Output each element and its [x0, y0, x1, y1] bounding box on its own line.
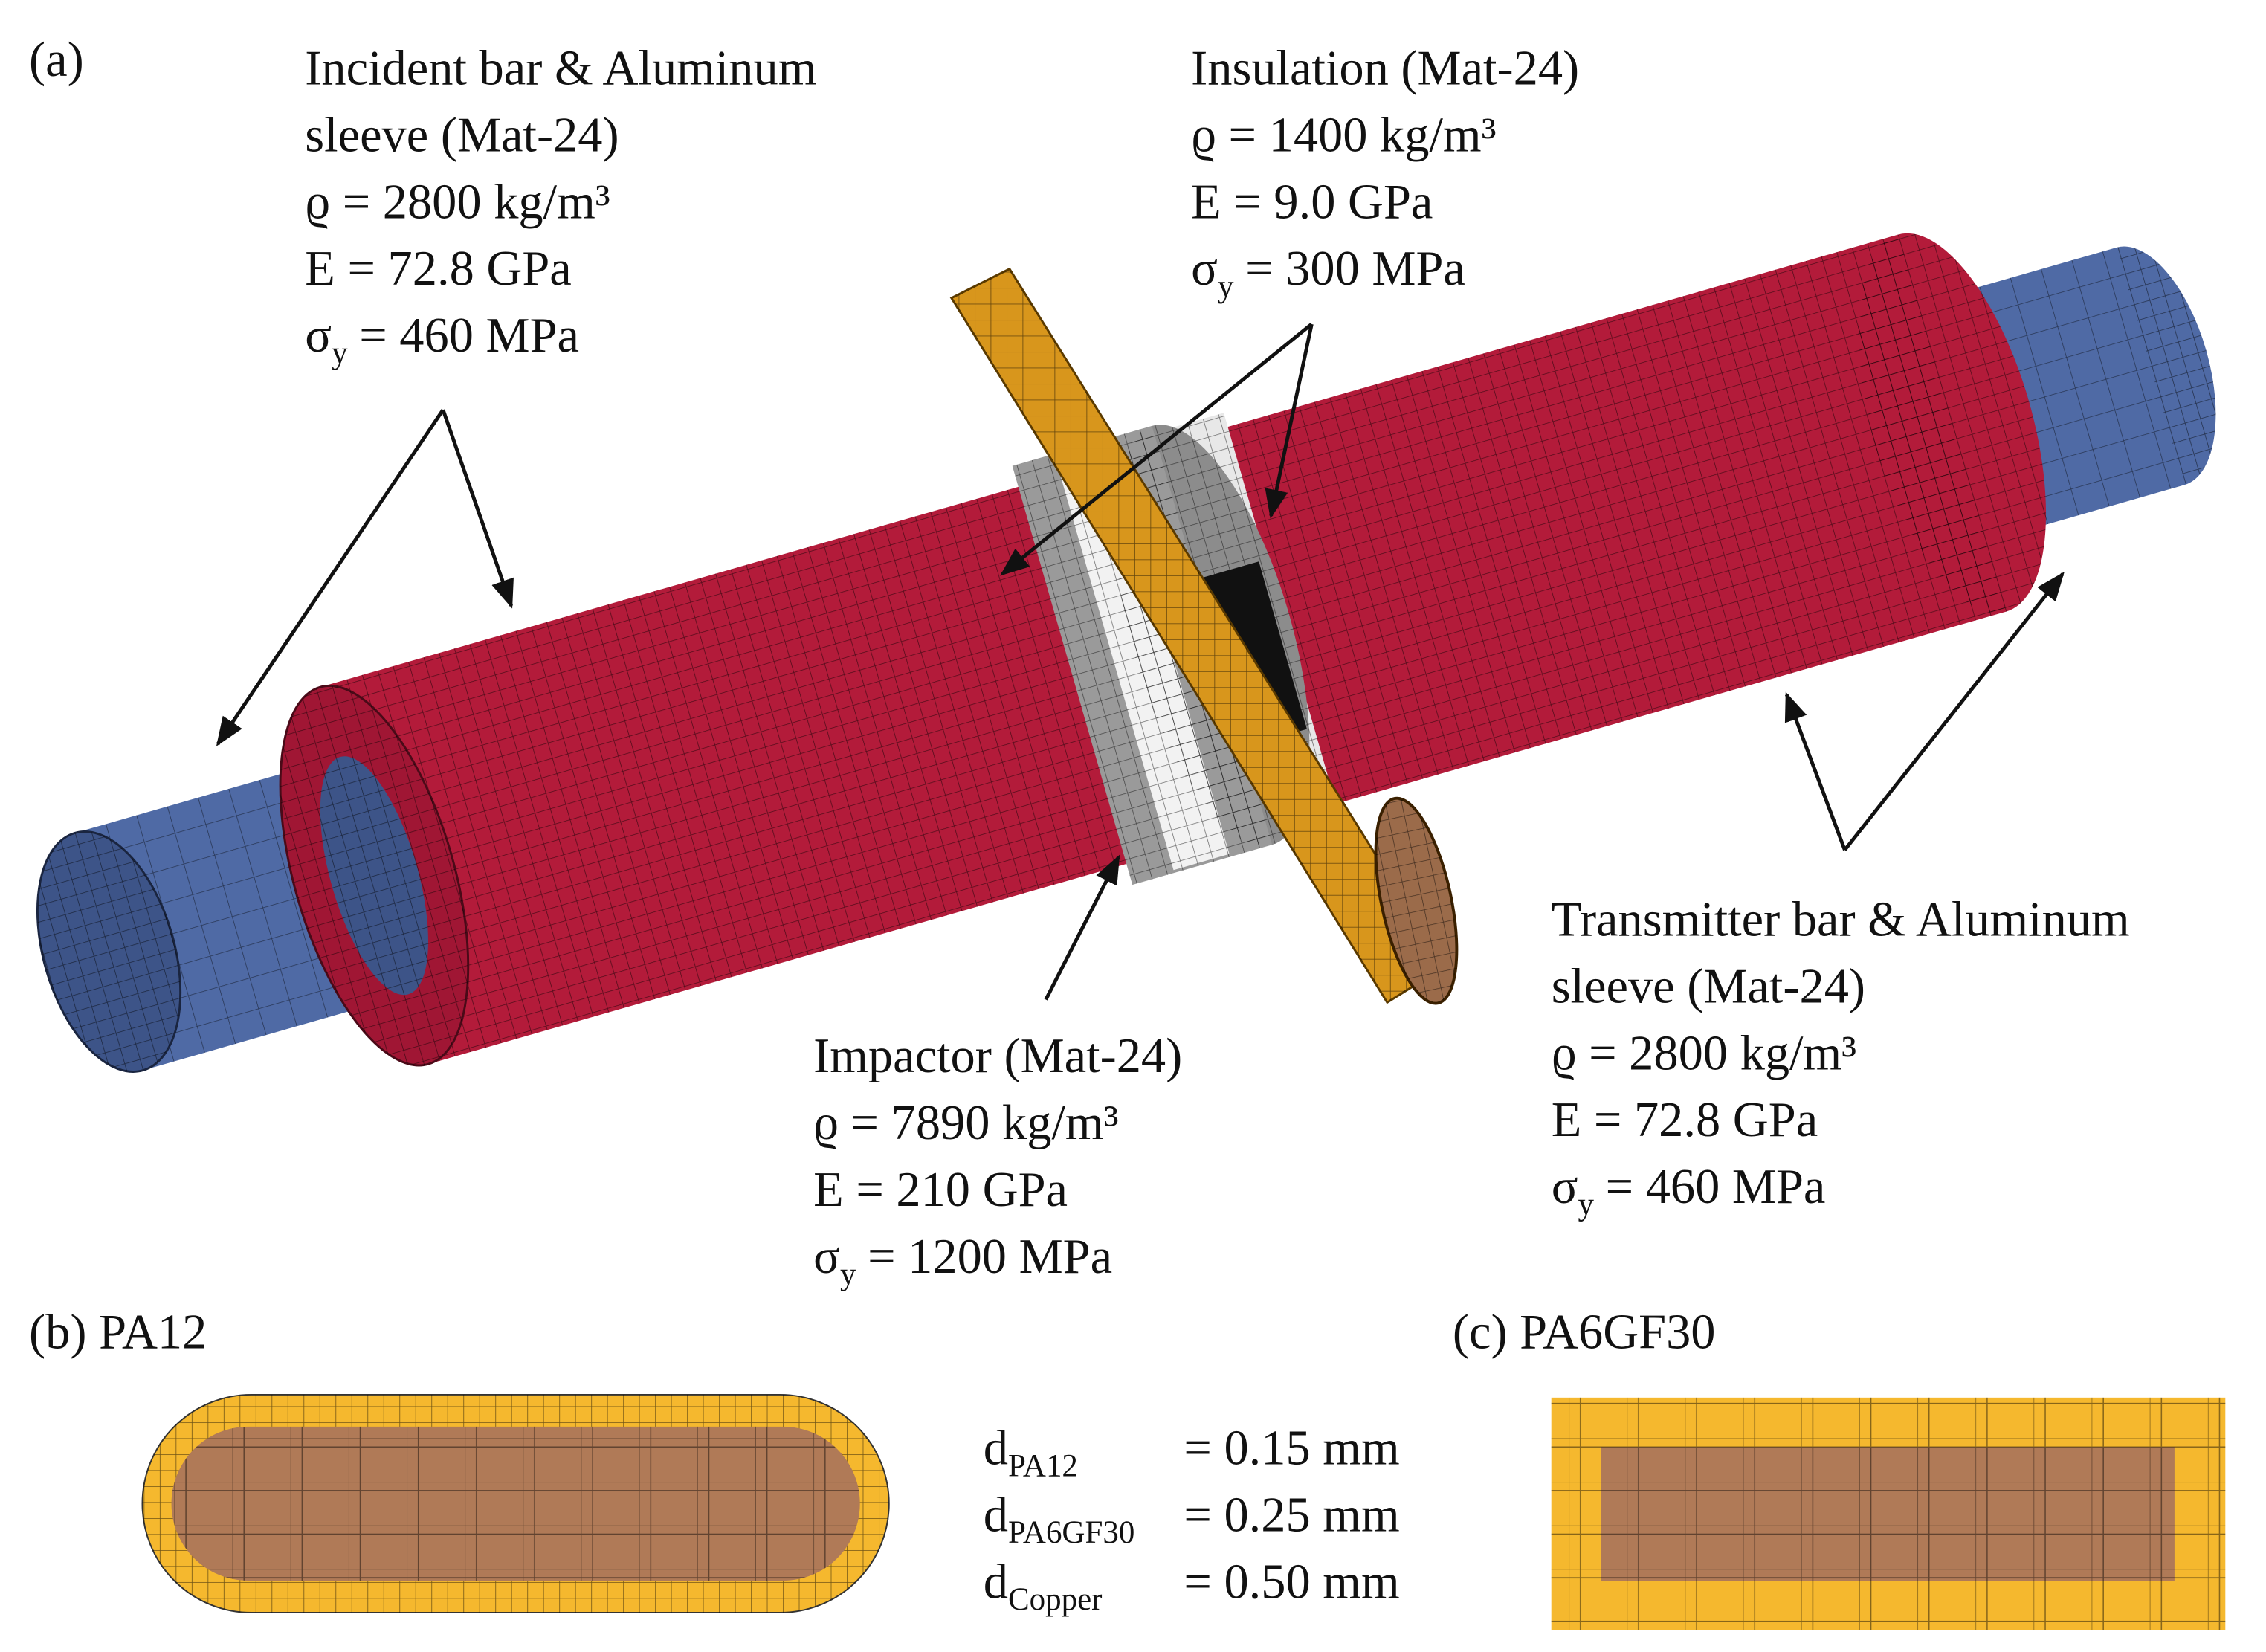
annotation-line: Impactor (Mat-24)	[813, 1029, 1182, 1083]
symbol: σ	[813, 1230, 840, 1284]
symbol: σ	[1552, 1160, 1578, 1214]
value: = 1200 MPa	[868, 1230, 1112, 1284]
arrows	[216, 323, 2065, 1001]
annotation-line: sleeve (Mat-24)	[1552, 959, 1865, 1013]
symbol: d	[984, 1555, 1008, 1609]
modulus: E = 72.8 GPa	[1552, 1093, 1818, 1147]
pa12-section	[141, 1393, 890, 1613]
model	[36, 233, 2216, 1073]
yield-strength: σy = 1200 MPa	[813, 1230, 1112, 1292]
dimension-value: = 0.15 mm	[1184, 1422, 1399, 1476]
insulation-plate	[949, 267, 1459, 1005]
annotation-line: Insulation (Mat-24)	[1191, 42, 1579, 96]
yield-strength: σy = 300 MPa	[1191, 242, 1465, 304]
subscript: y	[1218, 269, 1234, 304]
subscript: y	[332, 336, 348, 371]
dimension: dPA12	[984, 1422, 1078, 1484]
symbol: σ	[1191, 242, 1218, 296]
annotation-line: sleeve (Mat-24)	[305, 108, 619, 162]
pa6gf30-section	[1551, 1397, 2226, 1630]
labels: (a) (b) PA12 (c) PA6GF30 Incident bar & …	[29, 33, 2130, 1617]
subscript: PA12	[1008, 1448, 1078, 1483]
density: ϱ = 7890 kg/m³	[813, 1096, 1118, 1150]
panel-label: (c) PA6GF30	[1453, 1305, 1716, 1359]
dimension: dCopper	[984, 1555, 1103, 1617]
subscript: Copper	[1008, 1582, 1103, 1617]
modulus: E = 72.8 GPa	[305, 242, 571, 296]
annotation-line: Incident bar & Aluminum	[305, 42, 816, 96]
yield-strength: σy = 460 MPa	[1552, 1160, 1826, 1222]
value: = 460 MPa	[359, 309, 579, 363]
panel-label: (a)	[29, 33, 84, 87]
yield-strength: σy = 460 MPa	[305, 309, 579, 371]
dimension-value: = 0.25 mm	[1184, 1488, 1399, 1543]
subscript: y	[840, 1256, 856, 1291]
density: ϱ = 2800 kg/m³	[305, 175, 610, 229]
panel-label: (b) PA12	[29, 1305, 207, 1359]
symbol: σ	[305, 309, 332, 363]
dimension-value: = 0.50 mm	[1184, 1555, 1399, 1609]
value: = 300 MPa	[1245, 242, 1465, 296]
subscript: PA6GF30	[1008, 1515, 1134, 1550]
modulus: E = 9.0 GPa	[1191, 175, 1433, 229]
value: = 460 MPa	[1606, 1160, 1826, 1214]
symbol: d	[984, 1488, 1008, 1543]
modulus: E = 210 GPa	[813, 1163, 1068, 1217]
density: ϱ = 1400 kg/m³	[1191, 108, 1496, 162]
subscript: y	[1578, 1187, 1595, 1222]
dimension: dPA6GF30	[984, 1488, 1135, 1551]
density: ϱ = 2800 kg/m³	[1552, 1026, 1856, 1080]
symbol: d	[984, 1422, 1008, 1476]
annotation-line: Transmitter bar & Aluminum	[1552, 893, 2130, 947]
